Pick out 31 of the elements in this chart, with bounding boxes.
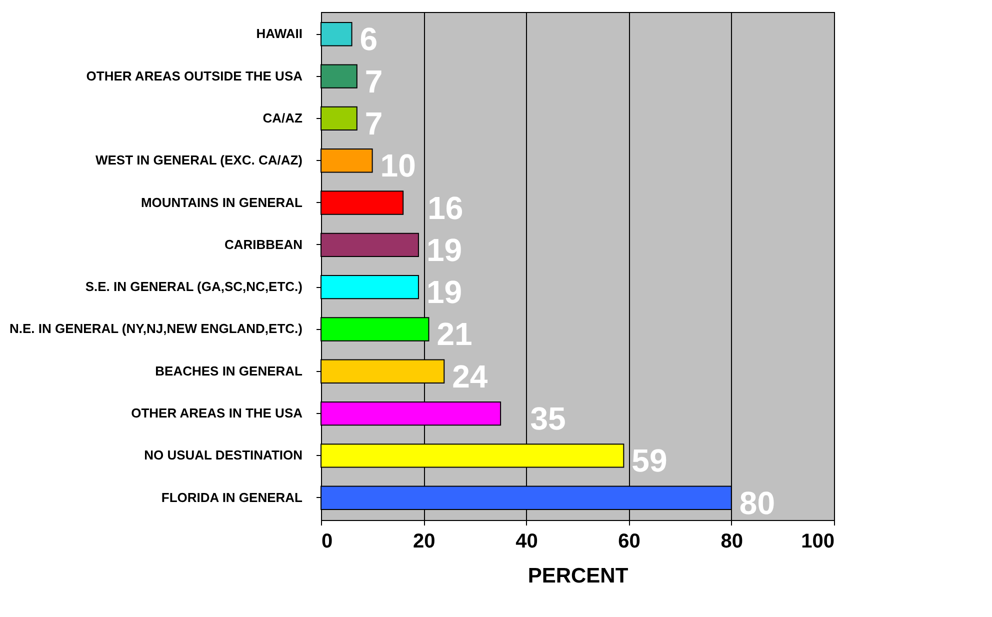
data-label: 7: [364, 105, 383, 142]
data-label: 24: [452, 358, 488, 394]
x-tick-label: 100: [801, 530, 834, 552]
data-label: 59: [632, 442, 668, 479]
data-label: 7: [364, 63, 383, 100]
data-label: 35: [530, 400, 566, 437]
y-tick-label: CA/AZ: [262, 110, 303, 126]
y-tick-label: HAWAII: [256, 26, 302, 42]
x-tick-label: 20: [412, 530, 436, 552]
y-tick-label: CARIBBEAN: [224, 236, 302, 252]
data-label: 19: [426, 274, 462, 310]
x-tick-label: 40: [516, 530, 538, 552]
y-tick-label: MOUNTAINS IN GENERAL: [140, 194, 303, 210]
x-tick-label: 0: [322, 530, 333, 552]
y-tick-label: S.E. IN GENERAL (GA,SC,NC,ETC.): [85, 279, 302, 294]
data-label: 19: [426, 232, 462, 268]
y-tick-label: WEST IN GENERAL (EXC. CA/AZ): [95, 152, 302, 168]
y-tick-label: NO USUAL DESTINATION: [144, 448, 302, 463]
y-tick-label: N.E. IN GENERAL (NY,NJ,NEW ENGLAND,ETC.): [9, 321, 302, 336]
x-tick-label: 80: [720, 530, 744, 552]
x-axis-title: PERCENT: [528, 564, 628, 588]
x-tick-label: 60: [618, 530, 640, 552]
data-label: 6: [360, 21, 378, 58]
data-label: 16: [428, 190, 464, 226]
data-label: 80: [739, 484, 775, 521]
y-tick-label: BEACHES IN GENERAL: [155, 363, 303, 378]
data-label: 21: [436, 316, 472, 352]
y-tick-label: OTHER AREAS IN THE USA: [131, 406, 304, 421]
y-tick-label: OTHER AREAS OUTSIDE THE USA: [86, 68, 304, 84]
data-label: 10: [380, 148, 416, 184]
y-tick-label: FLORIDA IN GENERAL: [161, 490, 303, 505]
